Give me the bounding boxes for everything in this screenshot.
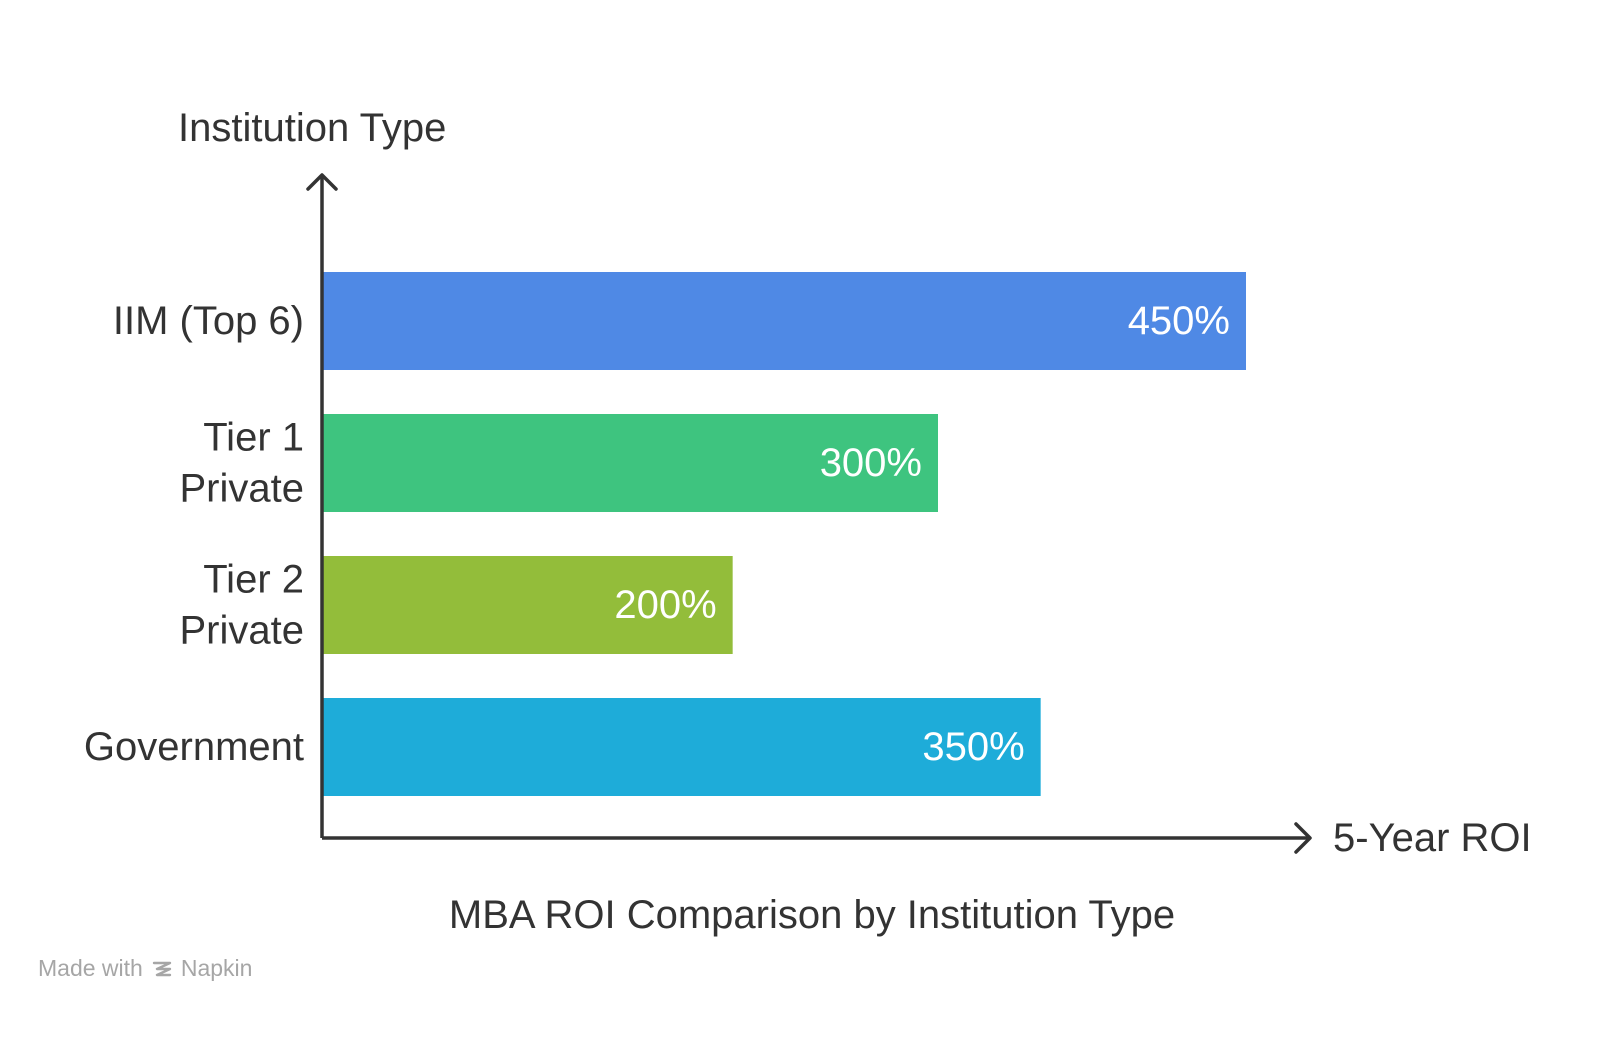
bar-value-label-2: 200%	[614, 583, 716, 627]
napkin-logo-icon	[152, 961, 172, 976]
watermark-brand: Napkin	[180, 955, 253, 981]
bar-3	[322, 698, 1041, 796]
category-label-line: Government	[84, 725, 304, 769]
watermark-prefix: Made with	[38, 955, 143, 981]
watermark[interactable]: Made with Napkin	[38, 955, 252, 982]
category-label-0: IIM (Top 6)	[113, 299, 304, 343]
category-label-line: IIM (Top 6)	[113, 299, 304, 343]
category-label-line: Private	[180, 609, 305, 653]
category-label-line: Tier 1	[203, 416, 304, 460]
bar-value-label-3: 350%	[922, 725, 1024, 769]
bars-group	[322, 272, 1246, 796]
x-axis-title: 5-Year ROI	[1333, 816, 1532, 860]
labels-group: 450% IIM (Top 6) 300% Tier 1 Private 200% Tier…	[84, 106, 1532, 937]
bar-value-label-1: 300%	[820, 441, 922, 485]
category-label-3: Government	[84, 725, 304, 769]
category-label-line: Tier 2	[203, 558, 304, 602]
bar-value-label-0: 450%	[1128, 299, 1230, 343]
category-label-2: Tier 2 Private	[180, 558, 305, 653]
chart-title: MBA ROI Comparison by Institution Type	[449, 893, 1175, 937]
category-label-line: Private	[180, 467, 305, 511]
y-axis-arrow-icon	[306, 173, 338, 191]
bar-1	[322, 414, 938, 512]
x-axis-arrow-icon	[1294, 822, 1312, 854]
category-label-1: Tier 1 Private	[180, 416, 305, 511]
bar-2	[322, 556, 733, 654]
y-axis-title: Institution Type	[178, 106, 446, 150]
axes-group	[306, 173, 1312, 854]
bar-0	[322, 272, 1246, 370]
